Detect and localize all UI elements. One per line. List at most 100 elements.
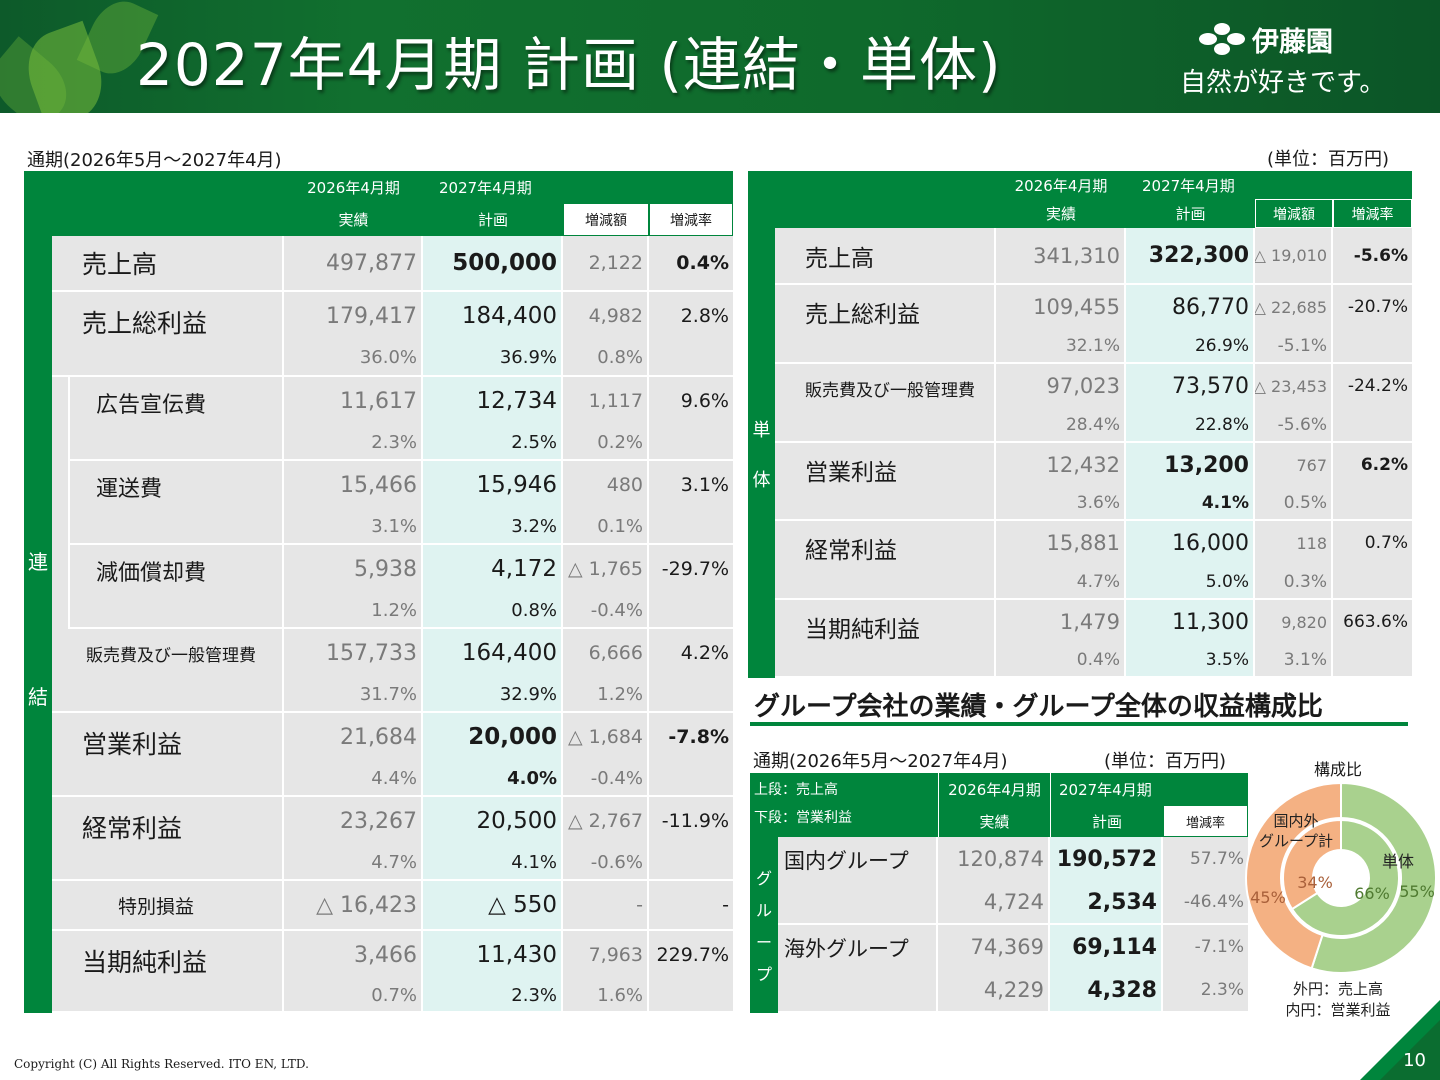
actual-ratio: 4.4% [284, 761, 421, 795]
actual-ratio: 0.7% [284, 979, 421, 1011]
left-period-note: 通期(2026年5月～2027年4月) [27, 150, 282, 171]
actual-op-value: 4,229 [938, 969, 1048, 1011]
actual-value: 3,466 [284, 931, 421, 979]
actual-ratio: 1.2% [284, 593, 421, 627]
actual-value: 11,617 [284, 377, 421, 425]
plan-value: 11,300 [1126, 600, 1253, 644]
row-label: 運送費 [70, 461, 282, 543]
change-ratio: 3.1% [1255, 644, 1331, 676]
rate-value: 57.7% [1163, 837, 1248, 881]
actual-ratio: 28.4% [996, 408, 1124, 441]
actual-ratio: 36.0% [284, 340, 421, 375]
rate-value: 4.2% [649, 629, 733, 677]
group-unit-note: (単位：百万円) [1104, 751, 1227, 772]
blank-cell [1333, 565, 1412, 598]
change-value: △ 1,684 [563, 713, 647, 761]
rate-value: -29.7% [649, 545, 733, 593]
actual-value: 5,938 [284, 545, 421, 593]
col-rate: 増減率 [1333, 199, 1412, 228]
change-value: △ 23,453 [1255, 364, 1331, 408]
row-label: 営業利益 [775, 443, 994, 519]
plan-ratio: 0.8% [423, 593, 561, 627]
page-number: 10 [1403, 1050, 1426, 1071]
col-plan: 計画 [423, 203, 563, 236]
change-value: 7,963 [563, 931, 647, 979]
col-actual: 実績 [996, 199, 1126, 228]
col-plan-year: 2027年4月期 [1126, 171, 1412, 199]
blank-cell [649, 425, 733, 459]
col-actual-year: 2026年4月期 [996, 171, 1126, 199]
change-value: 480 [563, 461, 647, 509]
company-logo: 伊藤園 自然が好きです。 [1180, 20, 1411, 100]
change-ratio: -0.4% [563, 761, 647, 795]
change-ratio: -5.6% [1255, 408, 1331, 441]
row-label: 売上総利益 [52, 292, 282, 375]
logo-name: 伊藤園 [1252, 27, 1333, 58]
plan-value: 73,570 [1126, 364, 1253, 408]
row-label: 営業利益 [52, 713, 282, 795]
row-label: 特別損益 [52, 881, 282, 929]
legend-inner: 内円：営業利益 [1285, 1001, 1390, 1019]
outer-slice-single [1310, 781, 1437, 974]
actual-value: 341,310 [996, 228, 1124, 283]
plan-value: 11,430 [423, 931, 561, 979]
side-label-bar [24, 236, 52, 1013]
plan-value: 12,734 [423, 377, 561, 425]
actual-ratio: 32.1% [996, 329, 1124, 362]
actual-value: 120,874 [938, 837, 1048, 881]
header-banner [0, 0, 1440, 113]
rate-op-value: 2.3% [1163, 969, 1248, 1011]
blank-cell [1333, 644, 1412, 676]
plan-value: 20,000 [423, 713, 561, 761]
side-label-2: 結 [24, 675, 52, 715]
blank-cell [649, 845, 733, 879]
plan-value: 20,500 [423, 797, 561, 845]
change-value: 4,982 [563, 292, 647, 340]
header-blank [748, 171, 996, 228]
plan-value: 86,770 [1126, 285, 1253, 329]
change-value: △ 22,685 [1255, 285, 1331, 329]
row-label: 経常利益 [52, 797, 282, 879]
rate-value: -11.9% [649, 797, 733, 845]
plan-value: 164,400 [423, 629, 561, 677]
actual-value: 15,881 [996, 521, 1124, 565]
actual-value: 179,417 [284, 292, 421, 340]
change-value: 2,122 [563, 236, 647, 290]
rate-value: 229.7% [649, 931, 733, 979]
plan-value: 16,000 [1126, 521, 1253, 565]
actual-ratio: 2.3% [284, 425, 421, 459]
side-label-1: 単 [748, 414, 775, 444]
row-label: 売上高 [775, 228, 994, 283]
group-period-note: 通期(2026年5月～2027年4月) [753, 751, 1008, 772]
rate-value: -5.6% [1333, 228, 1412, 283]
blank-cell [1333, 408, 1412, 441]
col-plan-year: 2027年4月期 [1050, 773, 1248, 805]
outer-single-pct-label: 55% [1399, 882, 1435, 901]
actual-value: 23,267 [284, 797, 421, 845]
rate-value: 9.6% [649, 377, 733, 425]
rate-value: 0.4% [649, 236, 733, 290]
plan-ratio: 2.3% [423, 979, 561, 1011]
change-value: 6,666 [563, 629, 647, 677]
plan-value: 322,300 [1126, 228, 1253, 283]
logo-tagline: 自然が好きです。 [1180, 68, 1386, 98]
rate-value: -7.1% [1163, 925, 1248, 969]
plan-ratio: 5.0% [1126, 565, 1253, 598]
group-section-title: グループ会社の業績・グループ全体の収益構成比 [754, 692, 1323, 722]
col-plan: 計画 [1126, 199, 1255, 228]
rate-value: -7.8% [649, 713, 733, 761]
rate-value: - [649, 881, 733, 929]
plan-value: 4,172 [423, 545, 561, 593]
actual-ratio: 4.7% [996, 565, 1124, 598]
plan-value: 500,000 [423, 236, 561, 290]
row-label: 販売費及び一般管理費 [775, 364, 994, 441]
change-ratio: -0.4% [563, 593, 647, 627]
blank-cell [649, 340, 733, 375]
plan-ratio: 32.9% [423, 677, 561, 711]
plan-value: 15,946 [423, 461, 561, 509]
plan-ratio: 4.1% [1126, 487, 1253, 519]
plan-ratio: 2.5% [423, 425, 561, 459]
inner-slice-group [1282, 818, 1342, 911]
change-ratio: 1.2% [563, 677, 647, 711]
